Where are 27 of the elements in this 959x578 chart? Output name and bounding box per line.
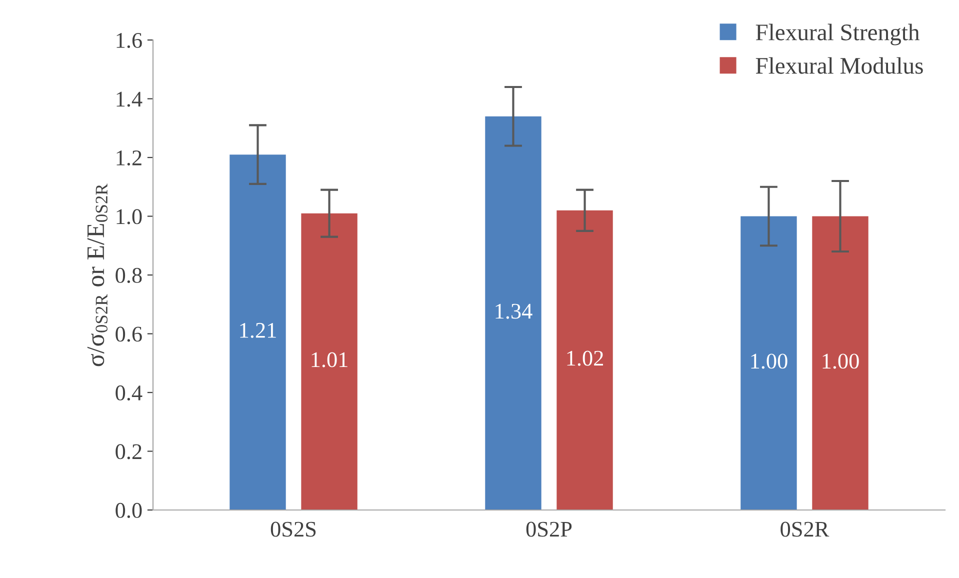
y-tick-label: 0.4 (116, 385, 142, 401)
y-tick-label: 0.6 (116, 326, 142, 342)
legend-label: Flexural Modulus (756, 57, 923, 74)
y-tick-label: 0.0 (116, 502, 142, 518)
bar (812, 216, 868, 510)
y-tick-label: 1.4 (116, 92, 142, 107)
y-tick-label: 0.8 (116, 268, 142, 284)
bar (740, 216, 797, 510)
x-tick-label: 0S2P (526, 522, 572, 537)
data-label: 1.00 (751, 354, 788, 369)
bar (485, 116, 542, 510)
x-tick-label: 0S2S (270, 522, 316, 537)
data-label: 1.21 (240, 322, 276, 338)
y-tick-label: 1.6 (116, 32, 142, 48)
y-tick-label: 1.2 (116, 150, 142, 166)
bar (230, 154, 286, 510)
y-tick-label: 0.2 (116, 444, 142, 460)
data-label: 1.00 (822, 354, 859, 369)
bar (556, 210, 613, 510)
x-tick-label: 0S2R (780, 522, 830, 537)
legend-label: Flexural Strength (756, 24, 920, 46)
bar (301, 213, 358, 510)
data-label: 1.01 (312, 352, 348, 368)
y-tick-label: 1.0 (116, 209, 142, 224)
data-label: 1.34 (496, 304, 532, 319)
y-axis-title: σ/σ$_{0S2R}$ or E/E$_{0S2R}$ (87, 184, 108, 366)
data-label: 1.02 (567, 350, 603, 366)
